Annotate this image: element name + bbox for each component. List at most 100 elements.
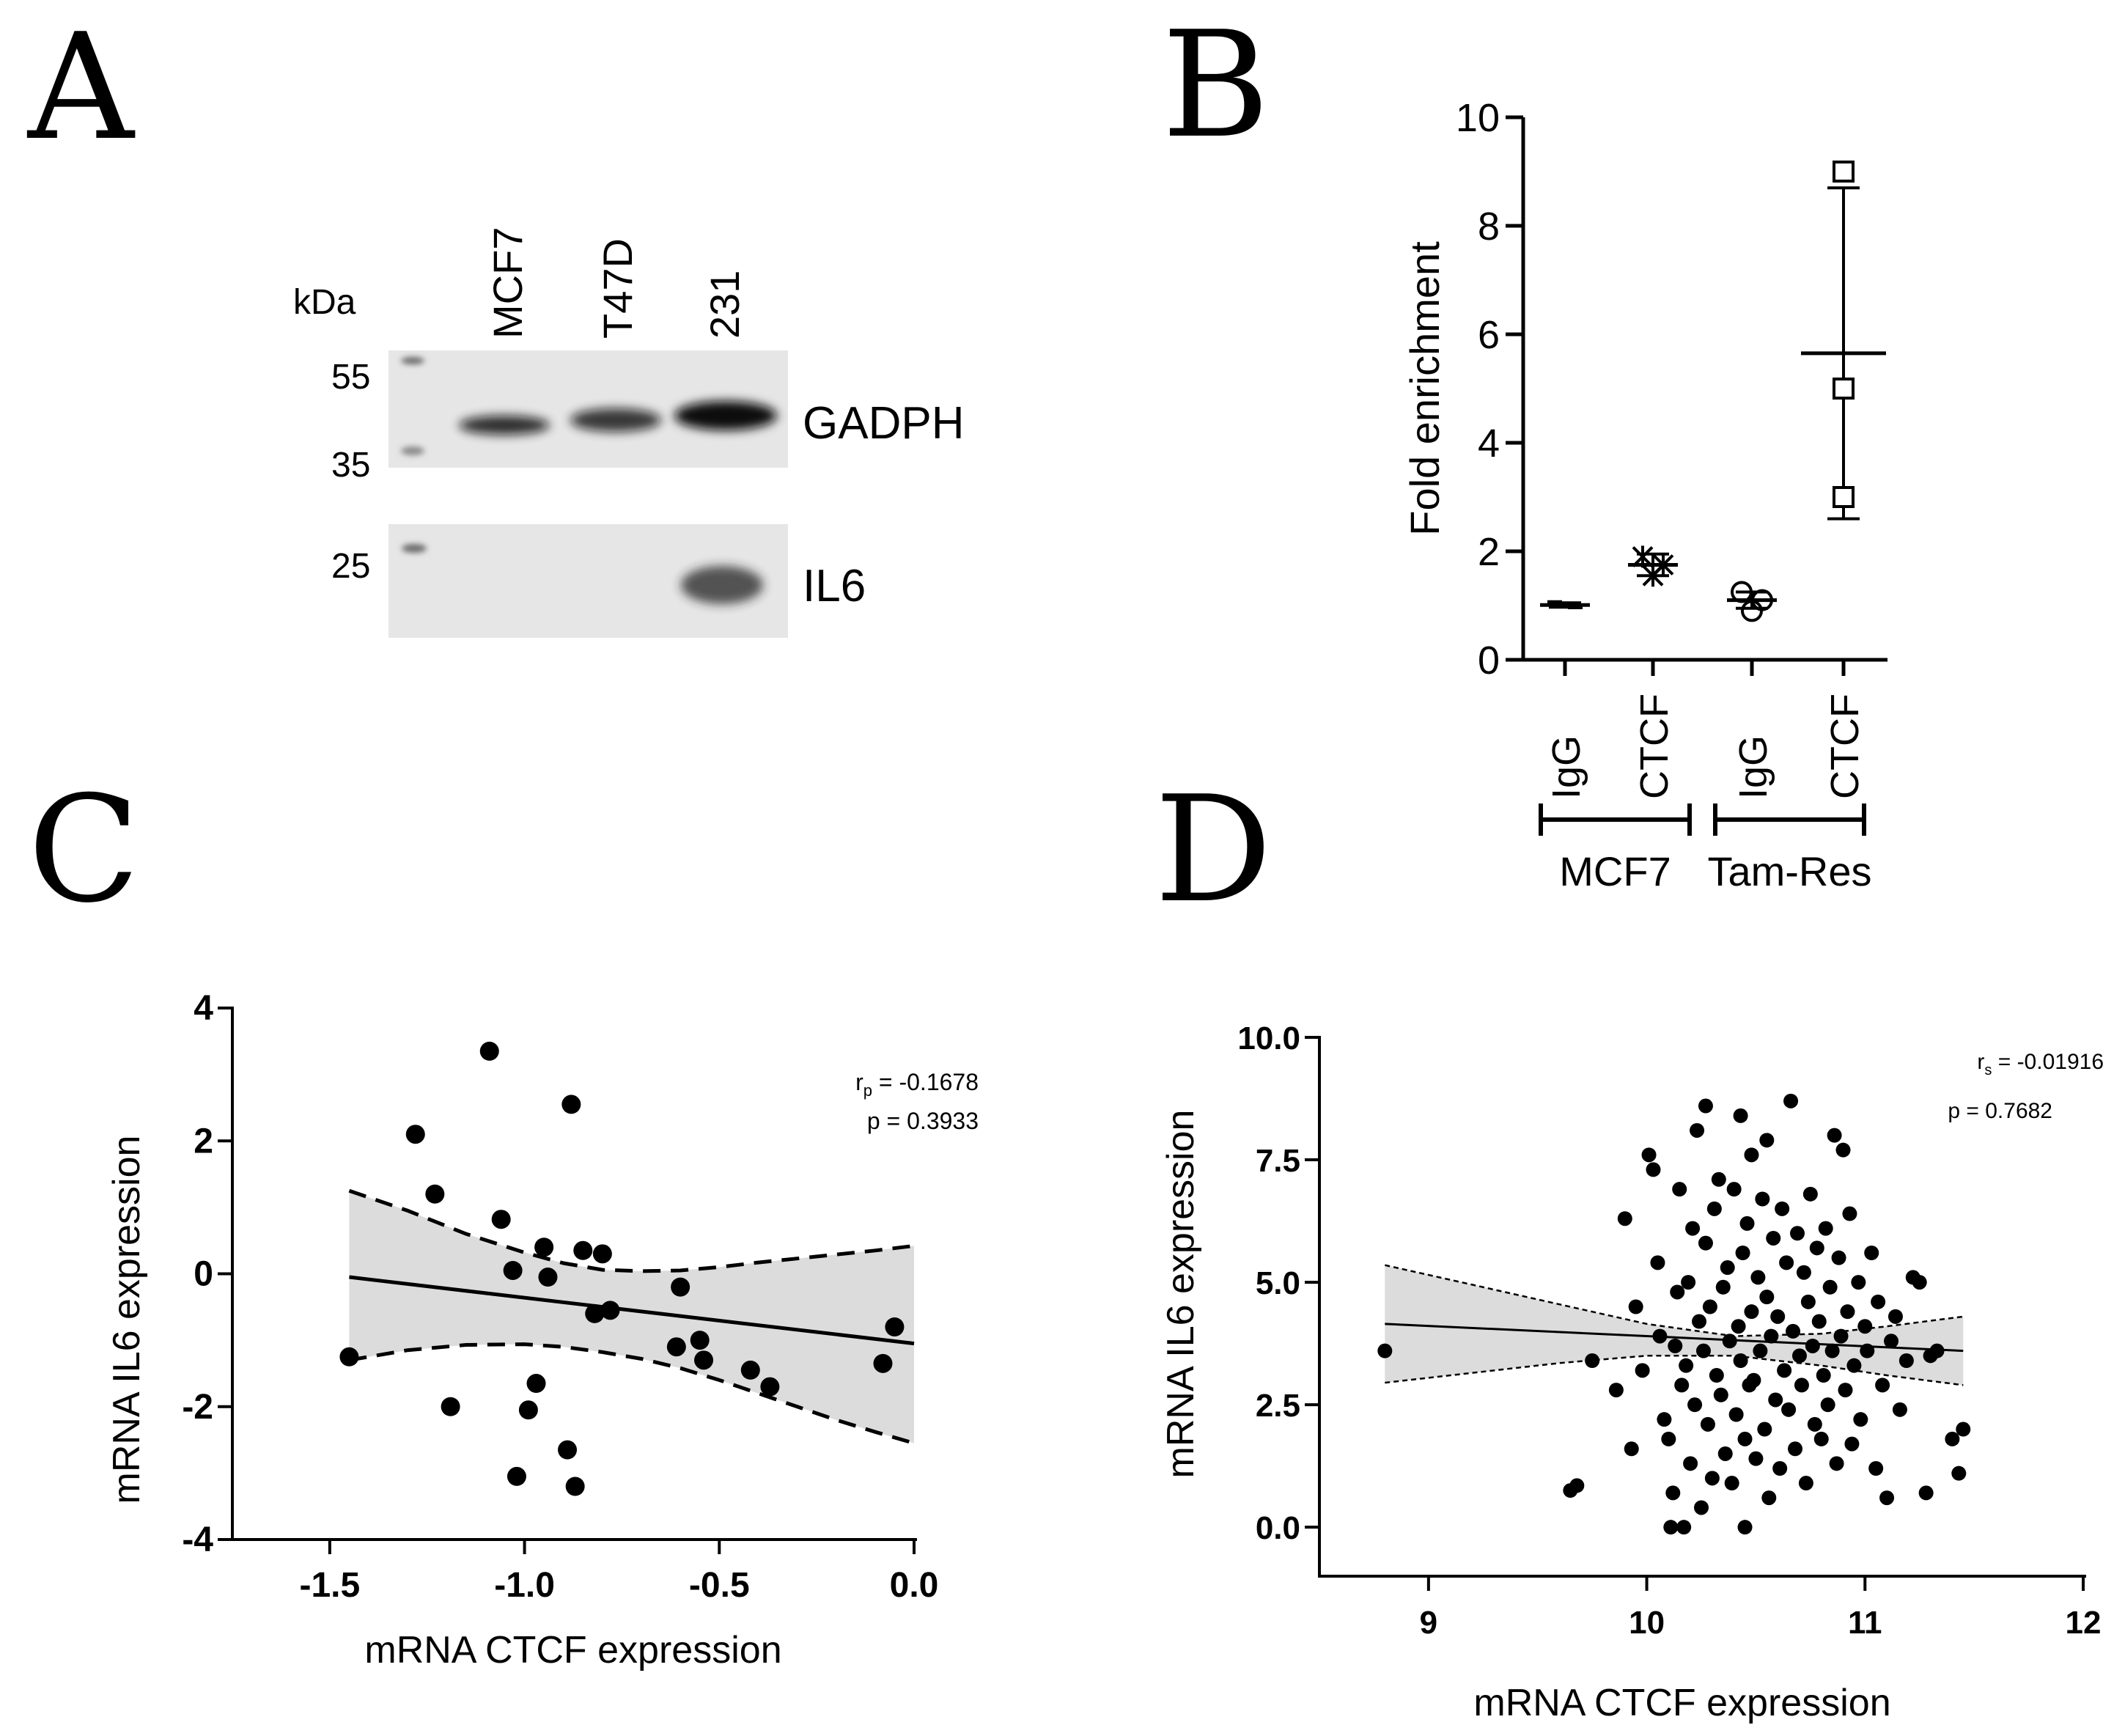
b-point-square xyxy=(1833,161,1855,183)
d-point xyxy=(1665,1485,1681,1501)
d-point xyxy=(1831,1250,1846,1265)
c-point xyxy=(507,1466,526,1486)
c-point xyxy=(425,1184,445,1204)
panel-letter-d: D xyxy=(1154,765,1272,935)
d-point xyxy=(1868,1461,1884,1476)
c-point xyxy=(479,1041,499,1061)
d-point xyxy=(1800,1294,1816,1309)
d-point xyxy=(1807,1416,1822,1432)
b-x-tick-label: CTCF xyxy=(1632,694,1676,799)
d-point xyxy=(1816,1368,1831,1383)
d-point xyxy=(1809,1240,1824,1256)
d-point xyxy=(1764,1328,1779,1344)
d-point xyxy=(1695,1343,1711,1358)
c-point xyxy=(558,1440,578,1460)
b-x-ticks: IgG CTCF IgG CTCF xyxy=(1544,660,1867,799)
c-point xyxy=(666,1337,686,1357)
c-point xyxy=(740,1360,760,1380)
d-point xyxy=(1838,1383,1853,1398)
d-point xyxy=(1912,1275,1927,1290)
d-point xyxy=(1733,1353,1748,1368)
d-point xyxy=(1635,1363,1650,1378)
d-x-tick-label: 10 xyxy=(1629,1605,1665,1641)
d-point xyxy=(1759,1133,1775,1148)
d-point xyxy=(1753,1343,1768,1358)
d-point xyxy=(1641,1147,1657,1163)
d-point xyxy=(1840,1304,1855,1320)
d-point xyxy=(1748,1451,1764,1466)
c-band-fill xyxy=(349,1191,914,1443)
d-point xyxy=(1377,1343,1393,1358)
c-point xyxy=(592,1244,612,1264)
d-point xyxy=(1844,1436,1860,1452)
d-point xyxy=(1794,1378,1809,1393)
b-point-square xyxy=(1833,486,1855,508)
d-point xyxy=(1661,1431,1676,1446)
d-point xyxy=(1781,1402,1797,1417)
d-point xyxy=(1608,1383,1624,1398)
panel-letter-c: C xyxy=(28,765,140,935)
c-point xyxy=(526,1374,546,1394)
c-x-tick-label: -1.5 xyxy=(299,1566,360,1605)
d-point xyxy=(1733,1108,1748,1123)
d-point xyxy=(1657,1412,1672,1427)
d-confidence-band xyxy=(1385,1264,1964,1386)
d-point xyxy=(1713,1387,1728,1402)
gadph-band-231 xyxy=(674,401,777,430)
d-point xyxy=(1735,1246,1750,1260)
d-point xyxy=(1757,1421,1772,1437)
d-band-lower xyxy=(1385,1355,1964,1386)
d-point xyxy=(1585,1353,1600,1368)
d-x-tick-label: 12 xyxy=(2066,1605,2102,1641)
il6-band-231 xyxy=(681,566,763,604)
d-point xyxy=(1805,1338,1820,1353)
d-point xyxy=(1851,1275,1866,1290)
d-point xyxy=(1694,1500,1709,1515)
d-point xyxy=(1788,1441,1803,1457)
d-point xyxy=(1811,1314,1827,1329)
c-axes: -4 -2 0 2 4 -1.5 -1.0 -0.5 0.0 xyxy=(182,989,938,1605)
c-point xyxy=(694,1350,714,1370)
c-x-axis-label: mRNA CTCF expression xyxy=(364,1629,781,1671)
d-point xyxy=(1835,1142,1851,1158)
d-point xyxy=(1728,1407,1744,1422)
d-point xyxy=(1717,1446,1733,1461)
panel-c: C -4 -2 0 2 4 -1.5 -1.0 -0.5 0.0 mRNA IL6 expres… xyxy=(28,765,979,1671)
d-point xyxy=(1628,1299,1643,1314)
d-y-tick-label: 0.0 xyxy=(1256,1510,1300,1546)
b-y-tick-label: 0 xyxy=(1478,639,1500,683)
c-point xyxy=(518,1400,538,1420)
b-y-tick-label: 10 xyxy=(1456,96,1500,140)
panel-b: B 0 2 4 6 8 10 Fold enrichment IgG CTCF IgG CTCF… xyxy=(1162,0,1888,894)
lane-label-mcf7: MCF7 xyxy=(485,227,531,339)
d-band-upper xyxy=(1385,1264,1964,1337)
d-point xyxy=(1802,1186,1818,1202)
b-point-circle xyxy=(1751,589,1773,611)
b-y-tick-label: 4 xyxy=(1478,422,1500,466)
d-point xyxy=(1679,1358,1694,1373)
gadph-band-mcf7 xyxy=(459,416,550,435)
c-point xyxy=(405,1125,425,1144)
c-x-tick-label: 0.0 xyxy=(890,1566,939,1605)
c-point xyxy=(491,1210,511,1229)
d-data-points xyxy=(1377,1093,1971,1535)
d-point xyxy=(1879,1490,1895,1506)
b-x-tick-label: IgG xyxy=(1731,735,1775,799)
b-x-tick-label: IgG xyxy=(1544,735,1588,799)
c-point xyxy=(671,1277,690,1297)
panel-letter-a: A xyxy=(26,2,136,173)
b-point-star xyxy=(1652,553,1674,576)
c-data-points xyxy=(339,1041,905,1496)
d-point xyxy=(1892,1402,1907,1417)
b-x-tick-label: CTCF xyxy=(1823,694,1867,799)
d-point xyxy=(1674,1378,1690,1393)
d-point xyxy=(1668,1338,1683,1353)
d-point xyxy=(1766,1230,1781,1246)
d-point xyxy=(1827,1128,1842,1143)
d-point xyxy=(1670,1284,1685,1300)
c-x-tick-label: -1.0 xyxy=(494,1566,555,1605)
d-point xyxy=(1737,1431,1753,1446)
d-point xyxy=(1857,1319,1873,1334)
d-point xyxy=(1739,1215,1755,1231)
